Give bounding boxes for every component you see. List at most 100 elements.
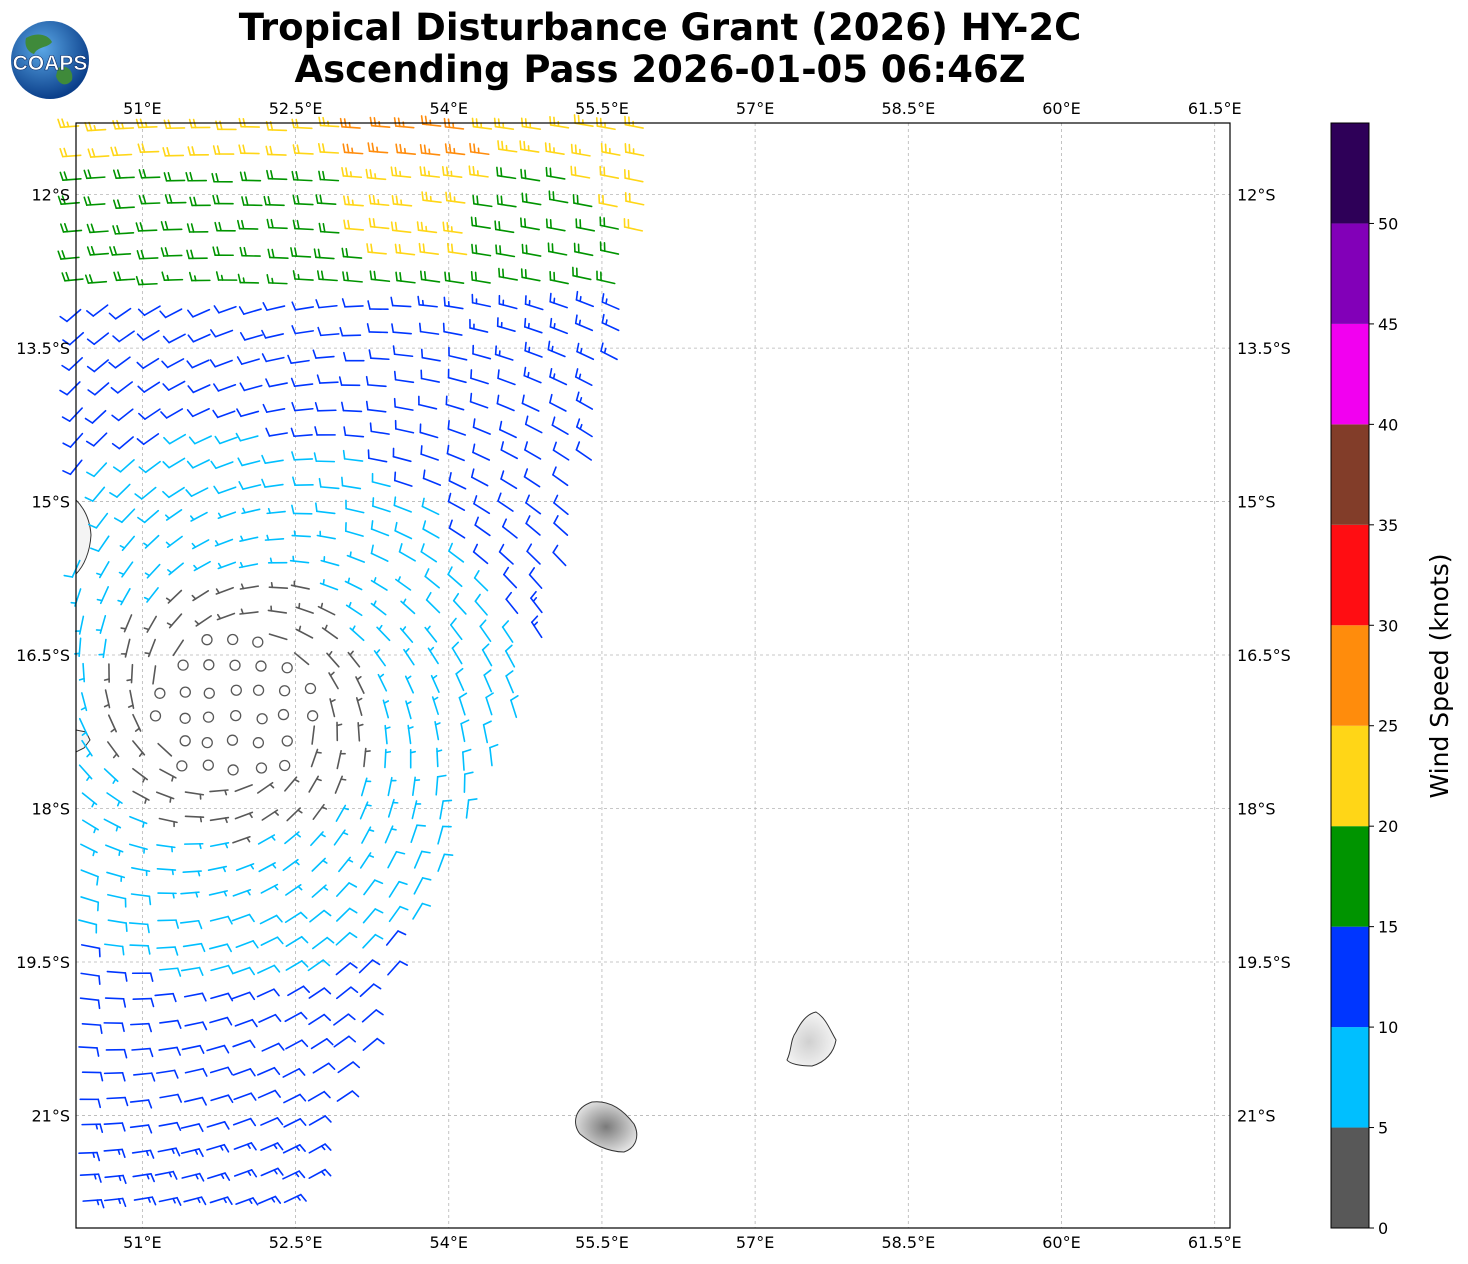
lon-tick-label-top: 52.5°E	[269, 99, 323, 118]
wind-barb	[318, 477, 340, 490]
wind-barb	[78, 662, 86, 683]
wind-barb	[186, 223, 209, 233]
wind-barb	[403, 648, 415, 666]
calm-wind-marker	[149, 710, 162, 722]
wind-barb	[447, 566, 463, 588]
wind-barb	[439, 799, 453, 820]
wind-barb	[107, 919, 128, 933]
wind-barb	[308, 1168, 332, 1180]
wind-barb	[266, 507, 286, 515]
wind-barb	[184, 1021, 208, 1031]
wind-barb	[499, 420, 517, 439]
wind-barb	[471, 293, 492, 308]
wind-barb	[162, 333, 186, 344]
wind-barb	[493, 117, 515, 130]
wind-barb	[80, 972, 101, 986]
wind-barb	[419, 270, 441, 283]
wind-barb	[207, 865, 228, 873]
wind-barb	[143, 534, 160, 549]
wind-barb	[239, 171, 262, 182]
wind-barb	[291, 451, 314, 461]
wind-barb	[154, 1170, 178, 1180]
colorbar-tick-label: 0	[1378, 1219, 1388, 1238]
wind-barb	[503, 566, 518, 589]
wind-barb	[574, 314, 594, 332]
calm-wind-marker	[306, 710, 319, 722]
wind-barb	[369, 116, 391, 128]
wind-barb	[210, 460, 234, 470]
wind-barb	[521, 243, 542, 257]
wind-barb	[318, 170, 340, 182]
wind-barb	[320, 556, 340, 567]
wind-barb	[118, 561, 134, 578]
wind-barb	[189, 196, 211, 207]
wind-barb	[361, 1009, 384, 1023]
wind-barb	[88, 512, 109, 529]
wind-barb	[338, 376, 361, 387]
wind-barb	[574, 368, 593, 387]
lon-tick-label-bottom: 52.5°E	[269, 1233, 323, 1252]
wind-barb	[81, 739, 93, 758]
colorbar-bin	[1331, 1127, 1369, 1228]
wind-barb	[106, 741, 120, 759]
lon-tick-label-top: 57°E	[736, 99, 774, 118]
wind-barb	[366, 243, 387, 255]
wind-barb	[317, 143, 340, 154]
wind-barb	[342, 449, 364, 462]
wind-barb	[520, 217, 540, 231]
wind-barb	[469, 392, 489, 409]
wind-barb	[132, 713, 142, 732]
wind-barb	[137, 381, 161, 393]
wind-barb	[407, 724, 414, 745]
wind-barb	[549, 393, 567, 412]
wind-barb	[161, 271, 184, 281]
wind-barb	[545, 166, 566, 180]
wind-barb	[157, 1147, 181, 1157]
wind-barb	[260, 1142, 284, 1151]
wind-barb	[81, 1023, 103, 1035]
wind-barb	[209, 1066, 234, 1076]
wind-barb	[103, 818, 122, 832]
wind-barb	[362, 933, 384, 949]
wind-barb	[112, 330, 135, 343]
wind-barb	[421, 497, 440, 516]
wind-barb	[135, 275, 158, 286]
wind-barb	[209, 816, 230, 824]
wind-barb	[80, 896, 100, 912]
wind-barb	[259, 914, 283, 925]
wind-barb	[575, 218, 596, 232]
wind-barb	[521, 192, 542, 206]
wind-barb	[186, 407, 210, 418]
wind-barb	[437, 825, 452, 845]
wind-barb	[215, 586, 234, 595]
wind-barb	[106, 871, 126, 882]
wind-barb	[359, 983, 382, 998]
wind-barb	[136, 357, 160, 370]
wind-barb	[206, 1143, 230, 1153]
lat-tick-label-right: 19.5°S	[1237, 953, 1291, 972]
wind-barb	[313, 452, 336, 463]
wind-barb	[266, 169, 288, 181]
wind-barb	[321, 624, 339, 640]
wind-barb	[544, 142, 565, 155]
colorbar-bin	[1331, 524, 1369, 626]
wind-barb	[363, 747, 371, 768]
wind-barb	[232, 1068, 256, 1077]
wind-barb	[498, 543, 514, 565]
wind-barb	[283, 1093, 307, 1104]
colorbar-bin	[1331, 625, 1369, 726]
wind-barb	[308, 1115, 332, 1126]
calm-wind-marker	[304, 682, 317, 695]
lat-tick-label-right: 18°S	[1237, 800, 1276, 819]
wind-barb	[212, 246, 234, 257]
wind-barb	[78, 1046, 100, 1057]
wind-barb	[163, 433, 187, 445]
wind-barb	[341, 401, 363, 413]
wind-barb	[284, 776, 300, 792]
wind-barb	[520, 268, 541, 282]
wind-barb	[159, 1019, 182, 1030]
colorbar-tick-label: 35	[1378, 516, 1398, 535]
wind-barb	[231, 913, 255, 923]
wind-barb	[132, 740, 146, 757]
wind-barb	[80, 869, 99, 886]
